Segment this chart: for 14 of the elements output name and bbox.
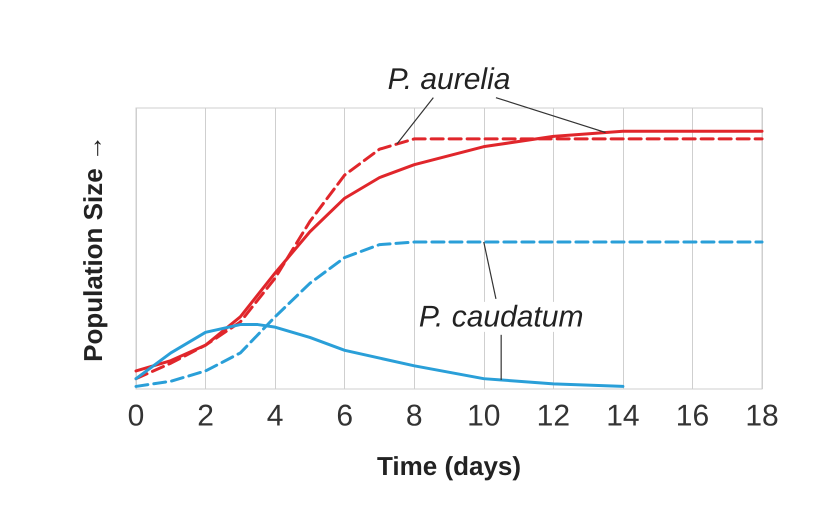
- x-tick-label: 18: [745, 400, 779, 432]
- x-tick-label: 14: [606, 400, 640, 432]
- x-axis-title: Time (days): [376, 451, 522, 481]
- text: P. aurelia: [388, 63, 510, 96]
- annotation: P. caudatum: [418, 300, 584, 334]
- y-axis-title: Population Size →: [78, 135, 108, 362]
- x-tick-label: 10: [467, 400, 500, 432]
- x-tick-label: 0: [128, 400, 144, 432]
- x-tick-label: 2: [197, 400, 214, 432]
- x-tick-label: 16: [676, 400, 710, 432]
- x-tick-label: 4: [266, 400, 284, 432]
- x-tick-label: 12: [536, 400, 570, 432]
- x-tick-label: 6: [336, 400, 354, 432]
- x-tick-label: 8: [406, 400, 423, 432]
